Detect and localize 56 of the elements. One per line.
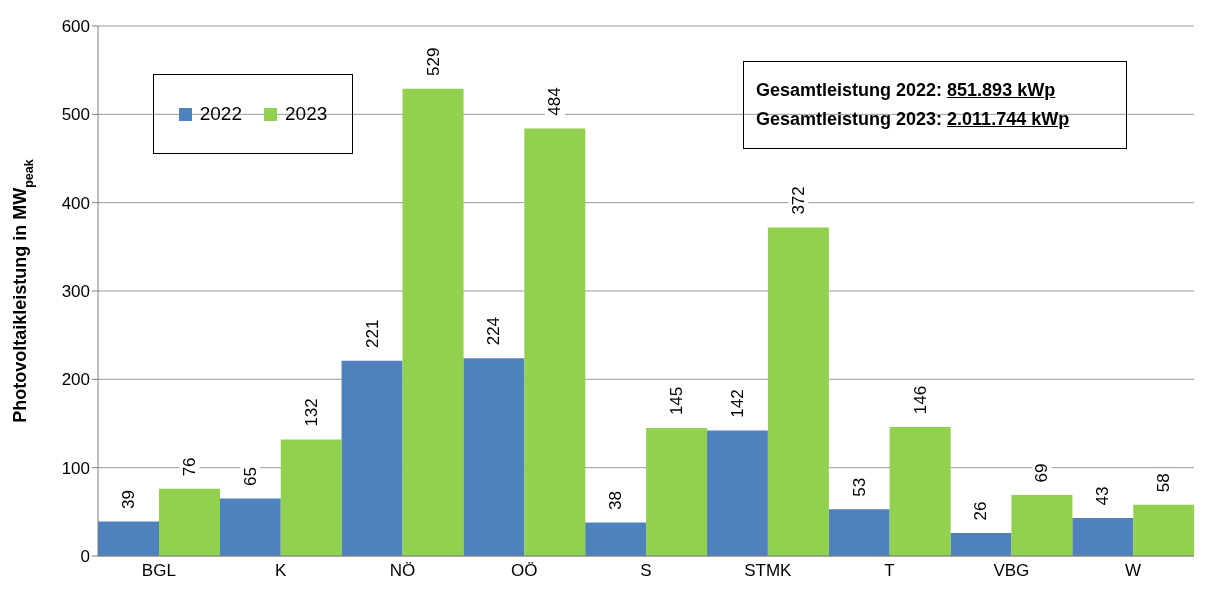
y-tick-label: 400 [61, 193, 90, 213]
data-label: 372 [788, 186, 808, 215]
x-tick-label: S [640, 561, 652, 581]
bar [767, 227, 829, 556]
bar [98, 521, 159, 556]
data-label: 53 [849, 477, 869, 497]
bar [828, 509, 890, 556]
y-tick-label: 200 [61, 370, 90, 390]
bar [463, 358, 525, 556]
bar [280, 439, 342, 556]
legend-label: 2023 [285, 103, 328, 125]
data-label: 39 [119, 490, 138, 510]
y-tick-label: 500 [61, 105, 90, 125]
data-label: 145 [667, 386, 687, 416]
bar [1011, 495, 1073, 556]
data-label: 58 [1154, 473, 1174, 493]
bar [646, 427, 708, 556]
y-tick-label: 0 [80, 547, 90, 567]
data-label: 65 [240, 467, 260, 487]
bar [1133, 504, 1195, 556]
data-label: 76 [180, 457, 199, 477]
y-tick-label: 100 [61, 458, 90, 478]
bar [585, 522, 647, 556]
data-label: 132 [301, 398, 321, 427]
data-label: 224 [484, 316, 504, 346]
y-tick-label: 600 [61, 17, 90, 37]
data-label: 69 [1032, 463, 1052, 483]
data-label: 26 [971, 501, 991, 521]
x-tick-label: BGL [141, 561, 176, 581]
data-label: 146 [910, 385, 930, 415]
bar [341, 360, 403, 556]
x-tick-label: OÖ [511, 561, 538, 581]
legend-label: 2022 [199, 103, 242, 125]
x-tick-label: NÖ [389, 561, 416, 581]
bar [219, 498, 281, 556]
data-label: 43 [1093, 486, 1113, 506]
bar [159, 488, 220, 556]
bar [402, 88, 464, 556]
data-label: 221 [362, 319, 382, 348]
bar [950, 533, 1012, 556]
bar [706, 430, 768, 556]
data-label: 142 [727, 389, 747, 418]
annotation: Gesamtleistung 2023: 2.011.744 kWp [756, 109, 1071, 130]
data-label: 529 [423, 47, 443, 76]
x-tick-label: W [1125, 561, 1142, 581]
annotation: Gesamtleistung 2022: 851.893 kWp [756, 80, 1057, 101]
x-tick-label: VBG [993, 561, 1030, 581]
x-tick-label: K [274, 561, 287, 581]
data-label: 484 [545, 87, 565, 116]
y-tick-label: 300 [61, 282, 90, 302]
x-tick-label: STMK [744, 561, 793, 581]
bar [889, 427, 951, 556]
x-tick-label: T [884, 561, 895, 581]
bar [524, 128, 586, 556]
data-label: 38 [606, 490, 626, 510]
bar [1072, 518, 1134, 556]
